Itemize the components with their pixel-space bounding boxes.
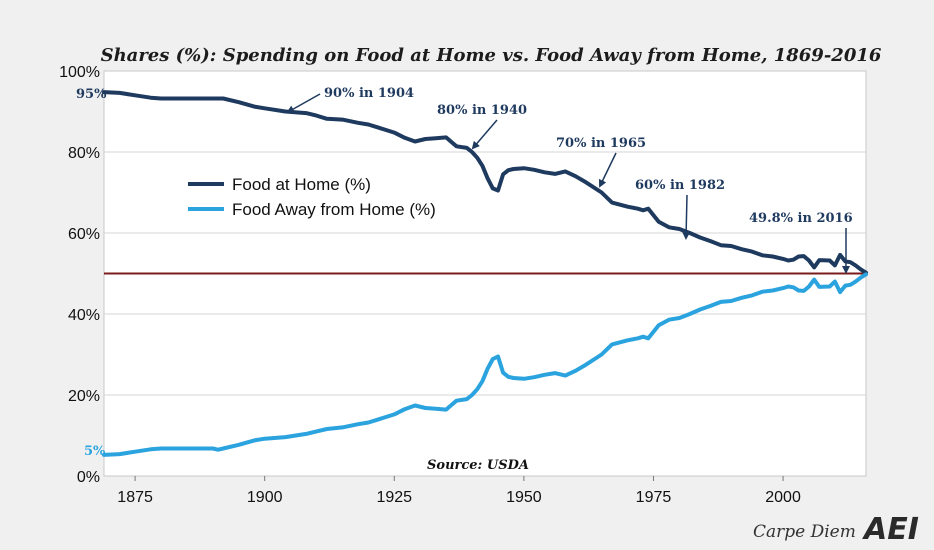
annotation-arrow xyxy=(599,152,617,188)
blog-name: Carpe Diem xyxy=(753,522,856,542)
y-tick-label: 40% xyxy=(68,307,100,324)
legend-label-food-away: Food Away from Home (%) xyxy=(232,200,436,219)
annotation-arrow xyxy=(471,119,498,150)
annotation-label: 80% in 1940 xyxy=(437,103,527,118)
annotations: 90% in 1904 80% in 1940 70% in 1965 60% in … xyxy=(286,86,853,274)
series-group xyxy=(102,90,868,457)
x-tick-label: 1975 xyxy=(636,489,672,506)
start-label-food-away: 5% xyxy=(84,444,106,459)
annotation-label: 60% in 1982 xyxy=(635,178,725,193)
x-tick-label: 1925 xyxy=(376,489,412,506)
start-label-food-at-home: 95% xyxy=(76,87,107,102)
y-tick-label: 60% xyxy=(68,226,100,243)
y-tick-label: 100% xyxy=(59,64,100,81)
source-note: Source: USDA xyxy=(427,458,529,473)
grid xyxy=(104,151,866,396)
aei-logo: AEI xyxy=(862,512,919,547)
y-tick-label: 20% xyxy=(68,388,100,405)
chart-title: Shares (%): Spending on Food at Home vs.… xyxy=(101,45,882,66)
annotation-arrow xyxy=(286,93,321,113)
y-tick-label: 0% xyxy=(77,469,100,486)
series-line-food-away xyxy=(102,272,868,457)
legend-label-food-at-home: Food at Home (%) xyxy=(232,175,371,194)
x-tick-label: 1900 xyxy=(247,489,283,506)
y-tick-label: 80% xyxy=(68,145,100,162)
annotation-label: 49.8% in 2016 xyxy=(749,211,853,226)
annotation-label: 70% in 1965 xyxy=(556,136,646,151)
x-tick-label: 2000 xyxy=(765,489,801,506)
annotation-label: 90% in 1904 xyxy=(324,86,414,101)
x-tick-label: 1875 xyxy=(117,489,153,506)
series-line-food-at-home xyxy=(102,90,868,275)
x-tick-label: 1950 xyxy=(506,489,542,506)
annotation-arrow xyxy=(682,194,691,240)
x-axis: 1875 1900 1925 1950 1975 2000 xyxy=(117,476,801,506)
y-axis: 0% 20% 40% 60% 80% 100% xyxy=(59,64,100,486)
legend: Food at Home (%) Food Away from Home (%) xyxy=(188,175,436,219)
